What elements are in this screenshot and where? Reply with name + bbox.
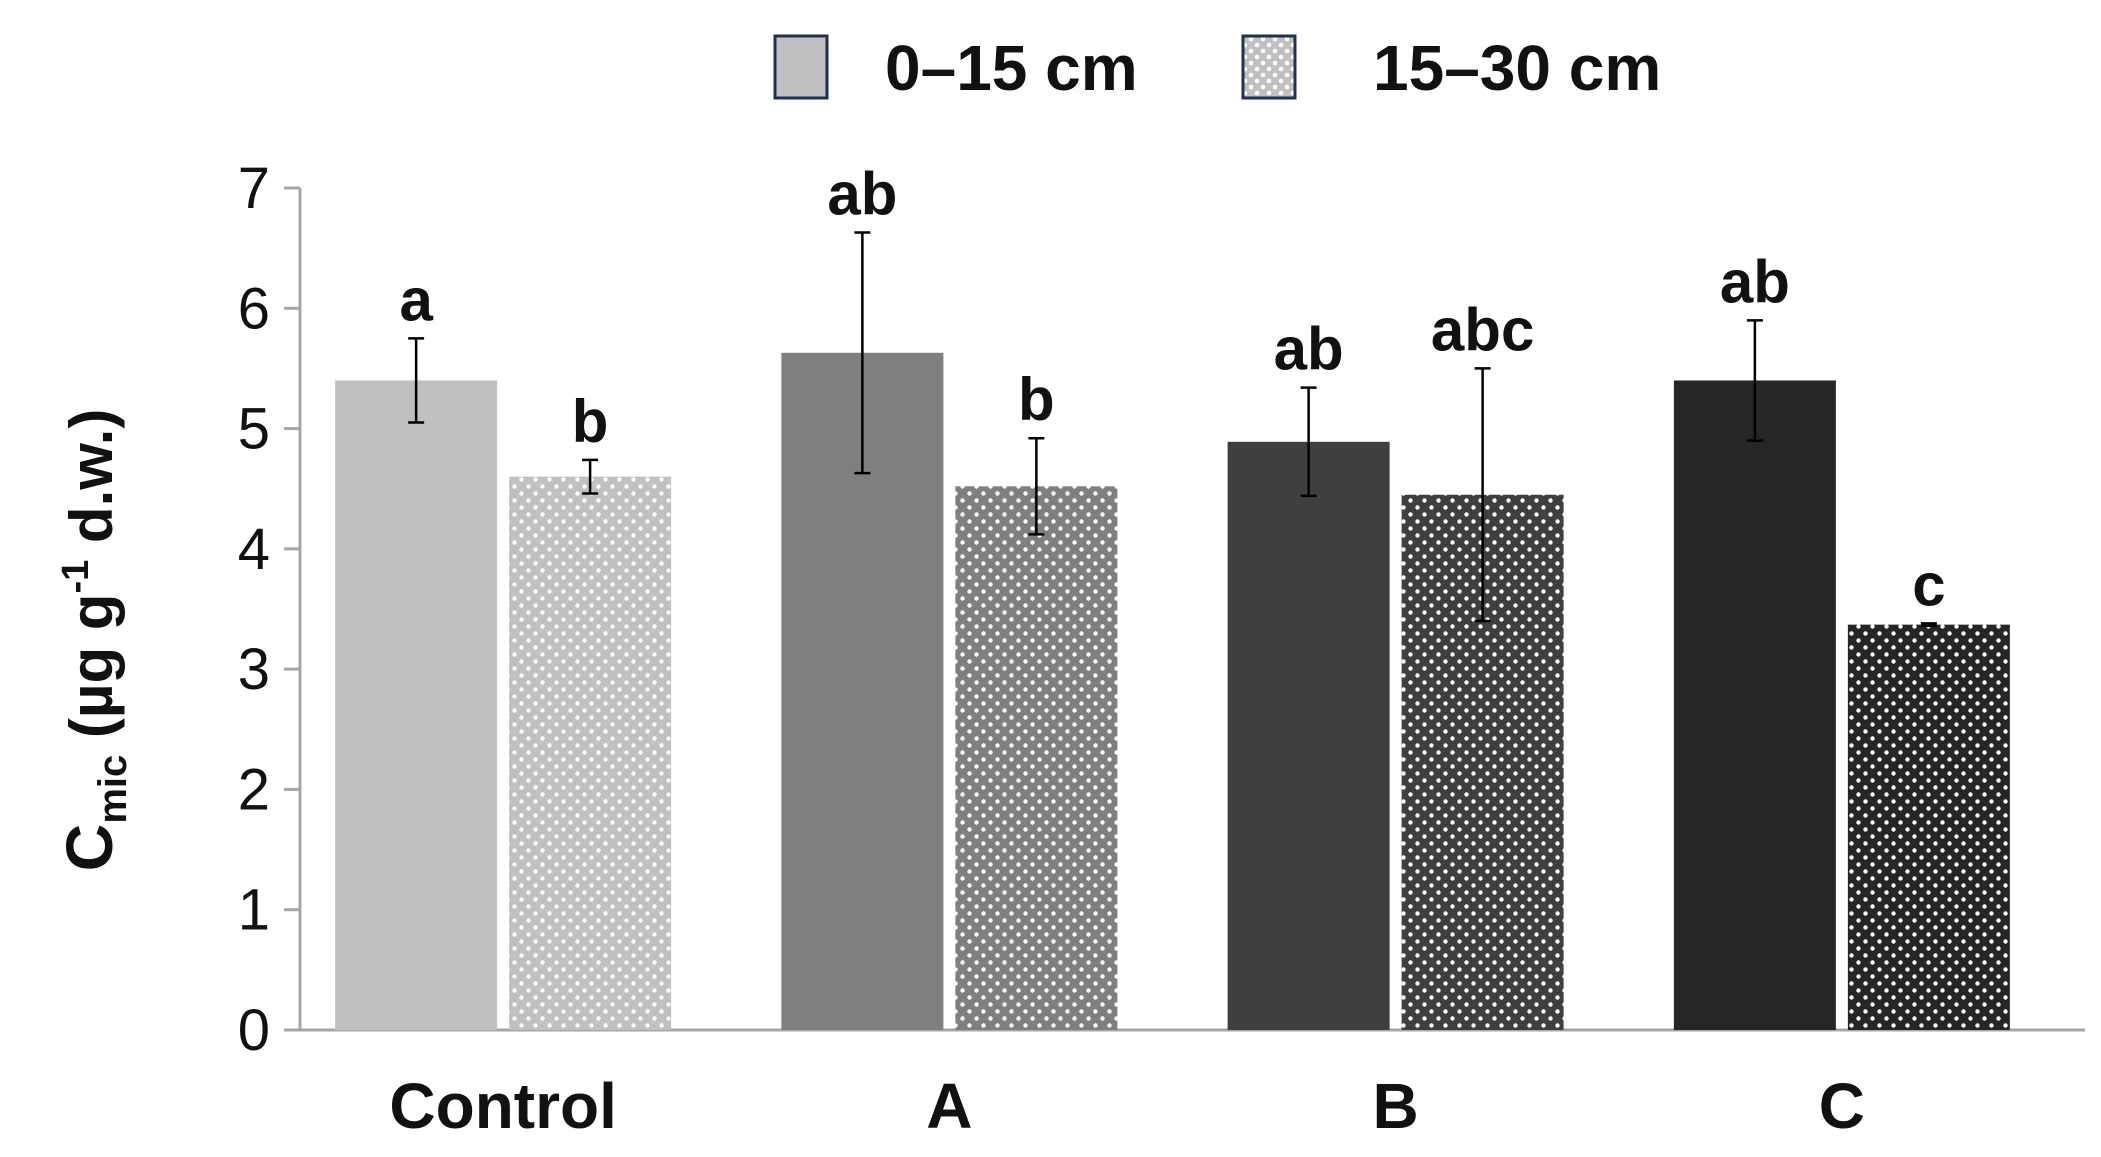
error-bars	[408, 231, 1937, 628]
significance-letter-control-series-0: a	[399, 266, 433, 333]
significance-letter-b-series-0: ab	[1274, 316, 1344, 383]
bar-control-series-1	[509, 476, 672, 1031]
y-tick-label-7: 7	[238, 156, 270, 221]
y-tick-label-4: 4	[238, 517, 270, 582]
x-tick-label-b: B	[1373, 1070, 1419, 1142]
y-ticks: 0 1 2 3 4 5 6 7	[238, 156, 300, 1063]
bar-c-series-0	[1673, 380, 1836, 1030]
bar-control-series-0	[335, 380, 498, 1030]
significance-letter-a-series-1: b	[1018, 366, 1055, 433]
x-tick-label-a: A	[926, 1070, 972, 1142]
legend-swatch-0-15cm	[773, 34, 829, 100]
y-axis-title-superscript: -1	[55, 560, 97, 594]
bars	[335, 352, 2010, 1031]
significance-letter-control-series-1: b	[572, 388, 609, 455]
y-axis-title-unit: (µg g	[58, 594, 125, 755]
x-tick-label-control: Control	[389, 1070, 617, 1142]
y-tick-label-3: 3	[238, 637, 270, 702]
y-tick-label-0: 0	[238, 998, 270, 1063]
legend-label-0-15cm: 0–15 cm	[885, 32, 1138, 104]
y-axis-title: Cmic (µg g-1 d.w.)	[52, 409, 135, 872]
legend-swatch-15-30cm	[1241, 34, 1297, 100]
significance-letter-b-series-1: abc	[1431, 296, 1534, 363]
y-axis-title-unit-close: d.w.)	[58, 409, 125, 560]
significance-letter-c-series-0: ab	[1720, 248, 1790, 315]
y-axis-title-main: C	[52, 824, 126, 872]
y-tick-label-6: 6	[238, 276, 270, 341]
legend: 0–15 cm 15–30 cm	[773, 32, 1661, 104]
x-tick-labels: Control A B C	[389, 1070, 1865, 1142]
legend-label-15-30cm: 15–30 cm	[1373, 32, 1661, 104]
significance-letter-c-series-1: c	[1912, 551, 1945, 618]
y-tick-label-2: 2	[238, 757, 270, 822]
bar-c-series-1	[1847, 624, 2010, 1030]
svg-text:Cmic (µg g-1 d.w.): Cmic (µg g-1 d.w.)	[52, 409, 135, 872]
x-tick-label-c: C	[1819, 1070, 1865, 1142]
y-axis-title-subscript: mic	[91, 755, 135, 824]
y-tick-label-5: 5	[238, 397, 270, 462]
bar-b-series-0	[1227, 441, 1390, 1030]
significance-letter-a-series-0: ab	[827, 161, 897, 228]
y-tick-label-1: 1	[238, 878, 270, 943]
bar-a-series-1	[955, 486, 1118, 1030]
